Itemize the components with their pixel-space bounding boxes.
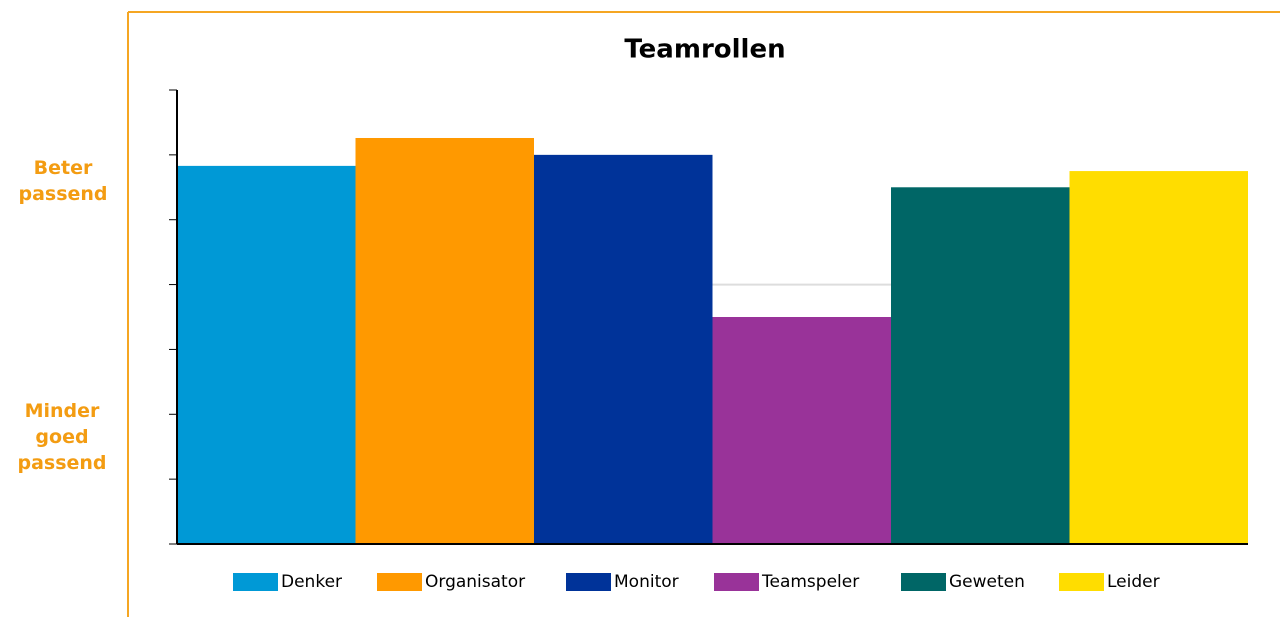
annotation: Minder goed passend bbox=[17, 400, 107, 474]
bar bbox=[177, 165, 356, 544]
bar bbox=[1069, 171, 1248, 545]
legend-swatch bbox=[566, 573, 611, 591]
legend-label: Monitor bbox=[614, 572, 679, 592]
legend-swatch bbox=[1059, 573, 1104, 591]
legend-swatch bbox=[714, 573, 759, 591]
legend-label: Teamspeler bbox=[761, 572, 859, 592]
bar bbox=[355, 137, 534, 544]
bar bbox=[534, 154, 713, 544]
legend-swatch bbox=[901, 573, 946, 591]
legend-label: Leider bbox=[1107, 572, 1160, 592]
legend-swatch bbox=[377, 573, 422, 591]
legend-swatch bbox=[233, 573, 278, 591]
chart-title: Teamrollen bbox=[624, 35, 785, 65]
legend-label: Organisator bbox=[425, 572, 525, 592]
legend-label: Denker bbox=[281, 572, 342, 592]
annotation: Beter passend bbox=[18, 157, 108, 205]
legend-label: Geweten bbox=[949, 572, 1025, 592]
bar bbox=[712, 317, 891, 544]
bar bbox=[891, 187, 1070, 545]
